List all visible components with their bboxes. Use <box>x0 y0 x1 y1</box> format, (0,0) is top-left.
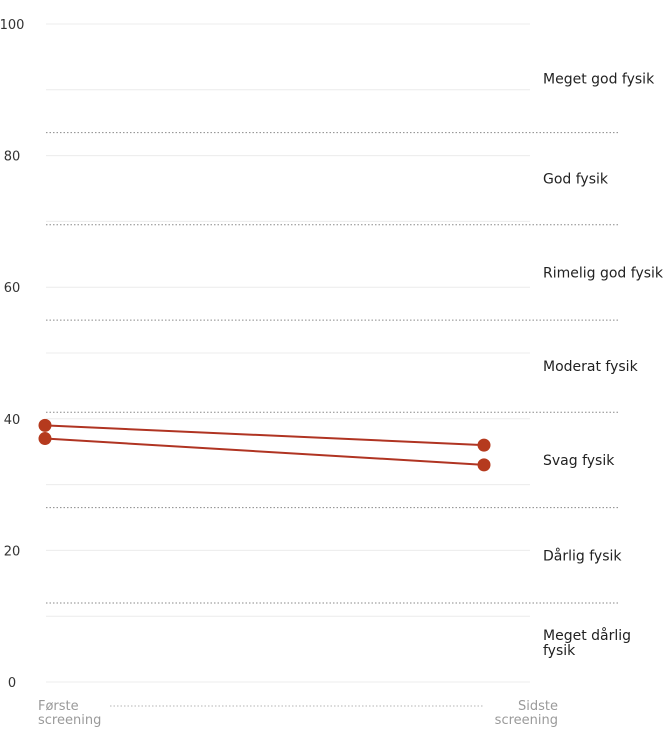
x-tick-label: screening <box>495 713 558 728</box>
grid-lines <box>46 23 530 683</box>
y-tick-label: 100 <box>0 18 24 33</box>
x-tick-label: screening <box>38 713 101 728</box>
data-point <box>38 418 52 432</box>
y-tick-label: 80 <box>4 150 21 165</box>
data-point <box>477 438 491 452</box>
y-tick-label: 20 <box>4 544 21 559</box>
band-label: Moderat fysik <box>543 359 639 375</box>
band-label: Meget dårlig <box>543 627 631 644</box>
series <box>38 418 491 472</box>
band-label: Meget god fysik <box>543 71 655 87</box>
x-tick-label: Sidste <box>518 699 558 714</box>
series-line <box>44 437 485 466</box>
band-labels: Meget god fysik God fysik Rimelig god fysi… <box>543 71 664 659</box>
x-tick-label: Første <box>38 699 79 714</box>
y-tick-label: 0 <box>8 676 16 691</box>
band-dividers <box>46 132 620 604</box>
series-line <box>44 424 485 447</box>
y-axis-ticks: 0 20 40 60 80 100 <box>0 18 24 691</box>
y-tick-label: 60 <box>4 281 21 296</box>
band-label: fysik <box>543 643 576 659</box>
y-tick-label: 40 <box>4 413 21 428</box>
data-point <box>38 432 52 446</box>
band-label: Rimelig god fysik <box>543 265 664 281</box>
band-label: Dårlig fysik <box>543 547 622 564</box>
band-label: God fysik <box>543 172 609 188</box>
band-label: Svag fysik <box>543 453 615 469</box>
data-point <box>477 458 491 472</box>
